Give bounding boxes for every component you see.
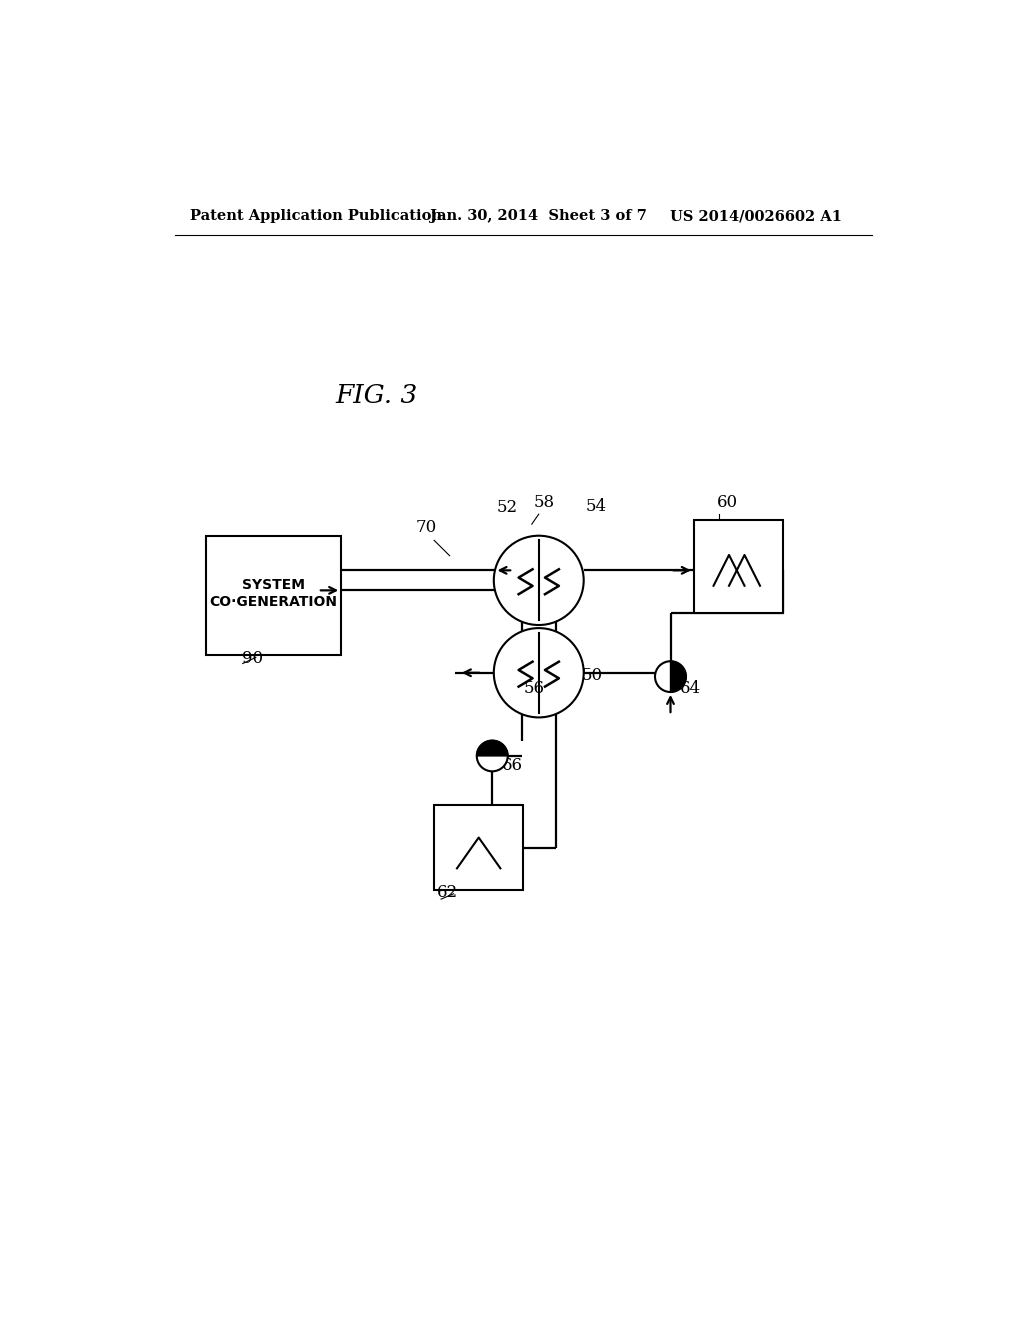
Circle shape bbox=[477, 741, 508, 771]
Text: 62: 62 bbox=[436, 884, 458, 902]
Polygon shape bbox=[671, 661, 686, 692]
Text: 52: 52 bbox=[497, 499, 518, 516]
Text: 50: 50 bbox=[582, 667, 602, 684]
Circle shape bbox=[655, 661, 686, 692]
Text: 66: 66 bbox=[502, 758, 522, 775]
Text: 90: 90 bbox=[242, 649, 263, 667]
Text: FIG. 3: FIG. 3 bbox=[335, 383, 417, 408]
Text: Patent Application Publication: Patent Application Publication bbox=[190, 209, 442, 223]
Polygon shape bbox=[477, 741, 508, 756]
Bar bbox=[693, 520, 783, 612]
Text: SYSTEM: SYSTEM bbox=[242, 578, 305, 591]
Text: 58: 58 bbox=[534, 494, 554, 511]
Text: CO·GENERATION: CO·GENERATION bbox=[209, 594, 337, 609]
Text: 60: 60 bbox=[717, 494, 738, 511]
Text: 64: 64 bbox=[680, 680, 700, 697]
Circle shape bbox=[494, 536, 584, 626]
Text: Jan. 30, 2014  Sheet 3 of 7: Jan. 30, 2014 Sheet 3 of 7 bbox=[430, 209, 647, 223]
Text: 56: 56 bbox=[523, 680, 544, 697]
Text: US 2014/0026602 A1: US 2014/0026602 A1 bbox=[671, 209, 843, 223]
Bar bbox=[206, 536, 341, 655]
Circle shape bbox=[494, 628, 584, 718]
Bar bbox=[434, 805, 523, 890]
Text: 70: 70 bbox=[416, 519, 437, 536]
Text: 54: 54 bbox=[586, 498, 607, 515]
